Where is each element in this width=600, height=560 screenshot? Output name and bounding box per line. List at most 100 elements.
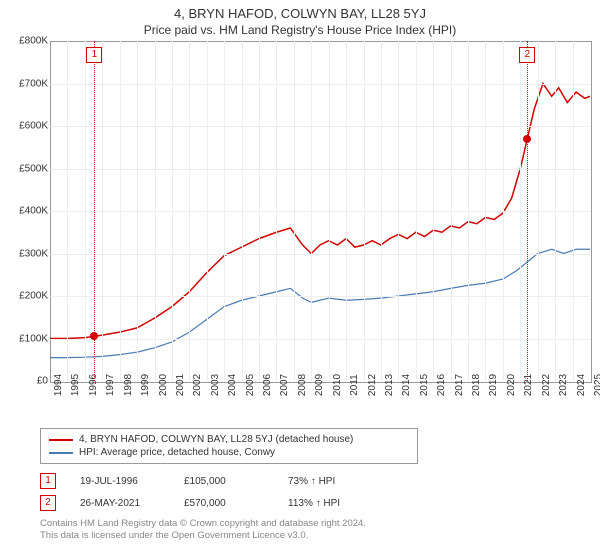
sale-hpi-delta: 113% ↑ HPI <box>288 498 368 509</box>
x-axis-label: 2009 <box>314 374 325 396</box>
y-gridline <box>50 169 590 170</box>
sale-row-marker: 2 <box>40 495 56 511</box>
y-axis-label: £0 <box>37 376 48 387</box>
x-gridline <box>398 41 399 381</box>
sale-price: £105,000 <box>184 476 264 487</box>
sale-row: 119-JUL-1996£105,00073% ↑ HPI <box>40 470 368 492</box>
y-axis-label: £500K <box>19 163 48 174</box>
sale-marker-box: 2 <box>519 47 535 63</box>
x-axis-label: 2006 <box>262 374 273 396</box>
x-axis-label: 2020 <box>506 374 517 396</box>
chart-title: 4, BRYN HAFOD, COLWYN BAY, LL28 5YJ <box>0 0 600 21</box>
sale-row: 226-MAY-2021£570,000113% ↑ HPI <box>40 492 368 514</box>
sale-marker-line <box>527 41 528 381</box>
sale-marker-box: 1 <box>86 47 102 63</box>
x-gridline <box>311 41 312 381</box>
x-axis-label: 2016 <box>436 374 447 396</box>
y-gridline <box>50 84 590 85</box>
sale-date: 19-JUL-1996 <box>80 476 160 487</box>
sales-table: 119-JUL-1996£105,00073% ↑ HPI226-MAY-202… <box>40 470 368 514</box>
x-gridline <box>294 41 295 381</box>
x-axis-label: 2017 <box>454 374 465 396</box>
x-gridline <box>224 41 225 381</box>
x-axis-label: 2000 <box>158 374 169 396</box>
x-axis-label: 2025 <box>593 374 600 396</box>
x-axis-label: 2010 <box>332 374 343 396</box>
sale-marker-dot <box>523 135 531 143</box>
x-axis-label: 1998 <box>123 374 134 396</box>
footnote-line1: Contains HM Land Registry data © Crown c… <box>40 518 366 530</box>
x-axis-label: 2002 <box>192 374 203 396</box>
x-axis-label: 2007 <box>279 374 290 396</box>
x-axis-label: 2005 <box>245 374 256 396</box>
x-gridline <box>538 41 539 381</box>
x-gridline <box>67 41 68 381</box>
legend: 4, BRYN HAFOD, COLWYN BAY, LL28 5YJ (det… <box>40 428 418 464</box>
footnote: Contains HM Land Registry data © Crown c… <box>40 518 366 542</box>
legend-item: 4, BRYN HAFOD, COLWYN BAY, LL28 5YJ (det… <box>49 433 409 446</box>
x-gridline <box>468 41 469 381</box>
x-axis-label: 1999 <box>140 374 151 396</box>
y-gridline <box>50 254 590 255</box>
y-axis-label: £700K <box>19 78 48 89</box>
x-gridline <box>503 41 504 381</box>
x-gridline <box>85 41 86 381</box>
x-axis-label: 2021 <box>523 374 534 396</box>
x-axis-label: 2012 <box>367 374 378 396</box>
x-axis-label: 2013 <box>384 374 395 396</box>
x-axis-label: 2023 <box>558 374 569 396</box>
x-gridline <box>155 41 156 381</box>
legend-item: HPI: Average price, detached house, Conw… <box>49 446 409 459</box>
x-axis-label: 1994 <box>53 374 64 396</box>
x-gridline <box>346 41 347 381</box>
y-axis-label: £400K <box>19 206 48 217</box>
x-axis-label: 2011 <box>349 374 360 396</box>
x-gridline <box>329 41 330 381</box>
x-axis-label: 2019 <box>488 374 499 396</box>
legend-label: 4, BRYN HAFOD, COLWYN BAY, LL28 5YJ (det… <box>79 434 353 445</box>
legend-swatch <box>49 452 73 454</box>
x-axis-label: 2018 <box>471 374 482 396</box>
legend-label: HPI: Average price, detached house, Conw… <box>79 447 275 458</box>
x-axis-label: 1997 <box>105 374 116 396</box>
x-axis-label: 2022 <box>541 374 552 396</box>
footnote-line2: This data is licensed under the Open Gov… <box>40 530 366 542</box>
x-gridline <box>416 41 417 381</box>
y-axis-label: £300K <box>19 248 48 259</box>
series-line <box>50 249 590 357</box>
x-gridline <box>242 41 243 381</box>
x-axis-label: 2008 <box>297 374 308 396</box>
x-axis-label: 2004 <box>227 374 238 396</box>
x-axis-label: 2024 <box>576 374 587 396</box>
sale-date: 26-MAY-2021 <box>80 498 160 509</box>
x-gridline <box>364 41 365 381</box>
x-axis-label: 1995 <box>70 374 81 396</box>
x-gridline <box>433 41 434 381</box>
sale-row-marker: 1 <box>40 473 56 489</box>
y-gridline <box>50 296 590 297</box>
chart-subtitle: Price paid vs. HM Land Registry's House … <box>0 21 600 41</box>
x-gridline <box>102 41 103 381</box>
x-axis-label: 2001 <box>175 374 186 396</box>
x-gridline <box>555 41 556 381</box>
x-axis-label: 2015 <box>419 374 430 396</box>
y-gridline <box>50 339 590 340</box>
y-gridline <box>50 126 590 127</box>
x-gridline <box>189 41 190 381</box>
x-gridline <box>573 41 574 381</box>
sale-marker-dot <box>90 332 98 340</box>
x-gridline <box>120 41 121 381</box>
chart-container: 4, BRYN HAFOD, COLWYN BAY, LL28 5YJ Pric… <box>0 0 600 560</box>
x-gridline <box>207 41 208 381</box>
y-gridline <box>50 211 590 212</box>
x-gridline <box>451 41 452 381</box>
x-gridline <box>172 41 173 381</box>
x-gridline <box>276 41 277 381</box>
x-gridline <box>520 41 521 381</box>
x-axis-label: 1996 <box>88 374 99 396</box>
x-gridline <box>259 41 260 381</box>
y-axis-label: £100K <box>19 333 48 344</box>
x-gridline <box>381 41 382 381</box>
legend-swatch <box>49 439 73 441</box>
x-axis-label: 2014 <box>401 374 412 396</box>
